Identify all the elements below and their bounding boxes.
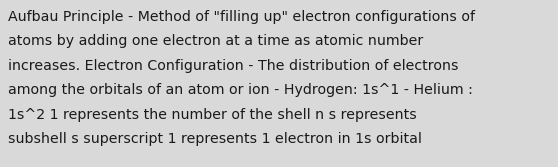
Text: 1s^2 1 represents the number of the shell n s represents: 1s^2 1 represents the number of the shel… <box>8 108 417 122</box>
Text: subshell s superscript 1 represents 1 electron in 1s orbital: subshell s superscript 1 represents 1 el… <box>8 132 422 146</box>
Text: among the orbitals of an atom or ion - Hydrogen: 1s^1 - Helium :: among the orbitals of an atom or ion - H… <box>8 83 473 97</box>
Text: increases. Electron Configuration - The distribution of electrons: increases. Electron Configuration - The … <box>8 59 459 73</box>
Text: atoms by adding one electron at a time as atomic number: atoms by adding one electron at a time a… <box>8 34 424 48</box>
Text: Aufbau Principle - Method of "filling up" electron configurations of: Aufbau Principle - Method of "filling up… <box>8 10 475 24</box>
